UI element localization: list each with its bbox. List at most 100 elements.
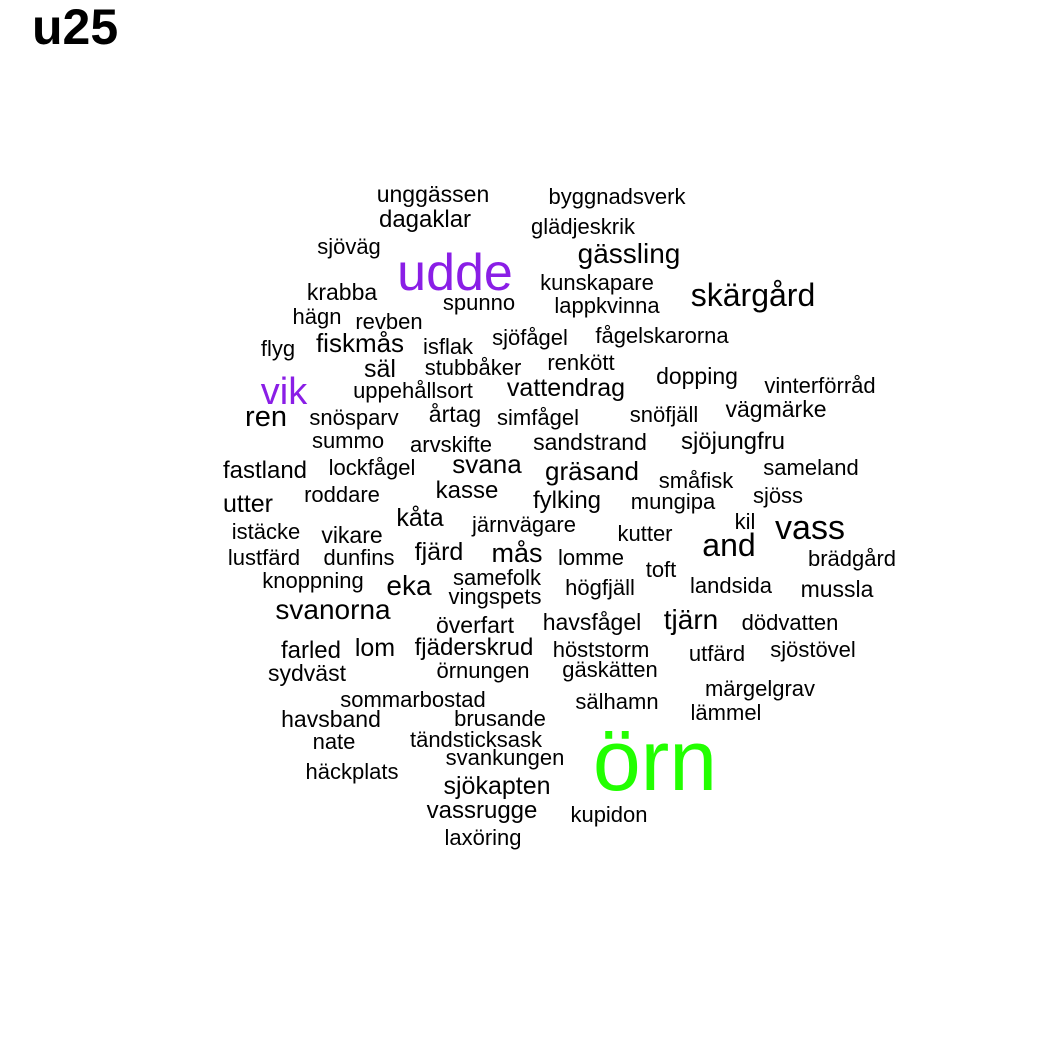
word-svankungen: svankungen <box>446 745 565 770</box>
word-havsfågel: havsfågel <box>543 609 641 635</box>
word-fjäderskrud: fjäderskrud <box>415 634 534 661</box>
word-högfjäll: högfjäll <box>565 575 635 600</box>
word-lustfärd: lustfärd <box>228 545 300 570</box>
word-istäcke: istäcke <box>232 519 300 544</box>
word-arvskifte: arvskifte <box>410 432 492 457</box>
word-vägmärke: vägmärke <box>726 396 827 422</box>
word-toft: toft <box>646 557 677 582</box>
word-utfärd: utfärd <box>689 641 745 666</box>
word-överfart: överfart <box>436 612 515 638</box>
word-årtag: årtag <box>429 401 481 427</box>
word-örnungen: örnungen <box>437 658 530 683</box>
word-spunno: spunno <box>443 290 515 315</box>
word-roddare: roddare <box>304 482 380 507</box>
word-uppehållsort: uppehållsort <box>353 378 473 403</box>
word-byggnadsverk: byggnadsverk <box>549 184 687 209</box>
word-häckplats: häckplats <box>306 759 399 784</box>
word-mås: mås <box>491 538 542 568</box>
word-sameland: sameland <box>763 455 858 480</box>
word-dunfins: dunfins <box>324 545 395 570</box>
word-snöfjäll: snöfjäll <box>630 402 698 427</box>
word-brusande: brusande <box>454 706 546 731</box>
word-kåta: kåta <box>396 504 443 532</box>
word-brädgård: brädgård <box>808 546 896 571</box>
word-sjöfågel: sjöfågel <box>492 325 568 350</box>
word-hägn: hägn <box>293 304 342 329</box>
word-stubbåker: stubbåker <box>425 355 522 380</box>
word-farled: farled <box>281 637 341 664</box>
word-gäskätten: gäskätten <box>562 657 657 682</box>
word-sjöjungfru: sjöjungfru <box>681 428 785 455</box>
word-vass: vass <box>775 509 845 547</box>
word-krabba: krabba <box>307 279 378 305</box>
word-kupidon: kupidon <box>570 802 647 827</box>
word-ren: ren <box>245 401 287 433</box>
word-lomme: lomme <box>558 545 624 570</box>
word-snösparv: snösparv <box>309 405 398 430</box>
word-nate: nate <box>313 729 356 754</box>
word-fjärd: fjärd <box>415 538 464 566</box>
word-knoppning: knoppning <box>262 568 364 593</box>
word-sjöväg: sjöväg <box>317 234 381 259</box>
word-glädjeskrik: glädjeskrik <box>531 214 636 239</box>
word-dödvatten: dödvatten <box>742 610 839 635</box>
word-fågelskarorna: fågelskarorna <box>595 323 729 348</box>
word-gässling: gässling <box>578 238 681 269</box>
word-kasse: kasse <box>436 477 499 504</box>
word-summo: summo <box>312 428 384 453</box>
chart-title: u25 <box>32 0 119 55</box>
word-udde: udde <box>397 244 513 302</box>
word-vattendrag: vattendrag <box>507 374 625 402</box>
word-vingspets: vingspets <box>449 584 542 609</box>
word-vik: vik <box>261 371 308 413</box>
word-vikare: vikare <box>321 522 382 548</box>
word-sjökapten: sjökapten <box>443 772 550 800</box>
word-lom: lom <box>355 634 395 662</box>
word-sälhamn: sälhamn <box>575 689 658 714</box>
word-samefolk: samefolk <box>453 565 542 590</box>
word-utter: utter <box>223 490 273 518</box>
word-laxöring: laxöring <box>444 825 521 850</box>
word-dagaklar: dagaklar <box>379 206 471 233</box>
word-vinterförråd: vinterförråd <box>764 373 875 398</box>
word-sommarbostad: sommarbostad <box>340 687 486 712</box>
word-märgelgrav: märgelgrav <box>705 676 815 701</box>
word-landsida: landsida <box>690 573 773 598</box>
word-sydväst: sydväst <box>268 660 347 686</box>
word-säl: säl <box>364 355 396 383</box>
word-järnvägare: järnvägare <box>471 512 576 537</box>
word-kil: kil <box>735 509 756 534</box>
word-eka: eka <box>386 570 432 601</box>
word-höststorm: höststorm <box>553 637 650 662</box>
word-fiskmås: fiskmås <box>316 328 404 358</box>
word-tändsticksask: tändsticksask <box>410 727 543 752</box>
word-unggässen: unggässen <box>377 181 490 207</box>
word-fastland: fastland <box>223 457 307 484</box>
word-renkött: renkött <box>547 350 614 375</box>
word-svanorna: svanorna <box>275 594 391 625</box>
word-sandstrand: sandstrand <box>533 429 647 455</box>
word-lockfågel: lockfågel <box>329 455 416 480</box>
word-svana: svana <box>452 449 522 479</box>
word-sjöss: sjöss <box>753 483 803 508</box>
word-kunskapare: kunskapare <box>540 270 654 295</box>
word-sjöstövel: sjöstövel <box>770 637 856 662</box>
word-gräsand: gräsand <box>545 456 639 486</box>
word-mussla: mussla <box>801 576 874 602</box>
word-simfågel: simfågel <box>497 405 579 430</box>
word-fylking: fylking <box>533 487 601 514</box>
word-kutter: kutter <box>617 521 672 546</box>
word-flyg: flyg <box>261 336 295 361</box>
word-örn: örn <box>593 713 717 809</box>
word-isflak: isflak <box>423 334 474 359</box>
word-lappkvinna: lappkvinna <box>554 293 660 318</box>
word-havsband: havsband <box>281 706 381 732</box>
word-mungipa: mungipa <box>631 489 716 514</box>
word-skärgård: skärgård <box>691 277 816 313</box>
word-revben: revben <box>355 309 422 334</box>
word-vassrugge: vassrugge <box>427 797 538 824</box>
word-dopping: dopping <box>656 363 738 389</box>
word-småfisk: småfisk <box>659 468 735 493</box>
word-lämmel: lämmel <box>691 700 762 725</box>
